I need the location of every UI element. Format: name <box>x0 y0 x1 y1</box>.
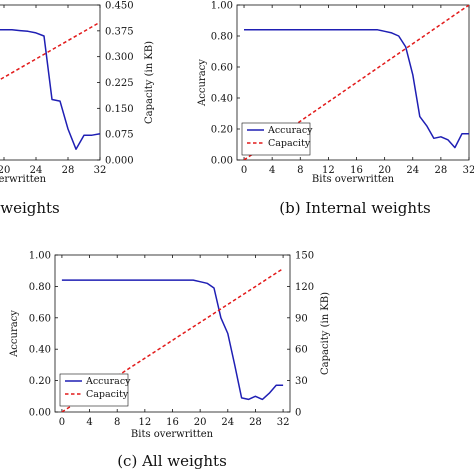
chart-caption: (c) All weights <box>117 452 227 470</box>
y-right-tick-label: 150 <box>295 251 314 262</box>
x-axis-label: Bits overwritten <box>131 429 214 440</box>
y-right-tick-label: 60 <box>295 345 308 356</box>
chart-caption: (b) Internal weights <box>279 199 430 217</box>
y-tick-label: 0.00 <box>211 156 233 167</box>
x-tick-label: 12 <box>138 417 151 428</box>
chart-2: 0 4 8 12 16 20 24 28 32 0.00 0.20 0.40 0.60 0.80 1.00 B… <box>197 1 474 218</box>
x-tick-label: 32 <box>277 417 290 428</box>
plot-area <box>243 5 469 160</box>
x-tick-label: 0 <box>59 417 65 428</box>
x-axis-label: Bits overwritten <box>0 174 47 185</box>
y-tick-label: 0.40 <box>211 94 233 105</box>
x-tick-label: 24 <box>30 165 43 176</box>
x-tick-label: 4 <box>269 165 275 176</box>
legend-label-accuracy: Accuracy <box>85 376 131 387</box>
legend-box <box>59 373 129 407</box>
y-right-tick-label: 0.225 <box>105 78 134 89</box>
y-right-tick-label: 30 <box>295 376 308 387</box>
y-axis-label-right: Capacity (in KB) <box>144 41 155 124</box>
x-tick-label: 16 <box>166 417 179 428</box>
y-tick-label: 0.40 <box>29 345 51 356</box>
x-tick-label: 28 <box>249 417 262 428</box>
legend-label-capacity: Capacity <box>86 389 129 400</box>
chart-3: 0 4 8 12 16 20 24 28 32 0.00 0.20 0.40 0.60 0.80 1.00 0… <box>9 251 331 471</box>
y-right-tick-label: 120 <box>295 282 314 293</box>
x-tick-label: 32 <box>94 165 107 176</box>
y-right-tick-label: 90 <box>295 313 308 324</box>
x-tick-label: 20 <box>378 165 391 176</box>
series-line-accuracy <box>0 29 100 150</box>
y-right-tick-label: 0.450 <box>105 1 134 12</box>
series-line-capacity <box>0 21 100 81</box>
series-line-accuracy <box>61 279 284 401</box>
y-right-tick-label: 0 <box>295 408 301 419</box>
x-tick-label: 32 <box>463 165 474 176</box>
y-tick-label: 0.80 <box>29 282 51 293</box>
x-axis-label: Bits overwritten <box>312 174 395 185</box>
chart-1: 20 24 28 320.000 0.075 0.150 0.225 0.300 0.375 0.… <box>0 1 155 217</box>
y-axis-label-right: Capacity (in KB) <box>320 292 331 375</box>
legend: Accuracy Capacity <box>59 373 131 407</box>
x-tick-label: 8 <box>297 165 303 176</box>
y-tick-label: 0.20 <box>29 376 51 387</box>
plot-area <box>0 21 100 150</box>
x-tick-label: 28 <box>62 165 75 176</box>
x-tick-label: 8 <box>114 417 120 428</box>
y-tick-label: 1.00 <box>29 251 51 262</box>
legend: Accuracy Capacity <box>241 122 313 156</box>
series-line-accuracy <box>244 29 469 149</box>
y-right-tick-label: 0.000 <box>105 156 134 167</box>
y-axis-label-left: Accuracy <box>197 59 208 107</box>
y-tick-label: 1.00 <box>211 1 233 12</box>
y-right-tick-label: 0.075 <box>105 130 134 141</box>
y-axis-label-left: Accuracy <box>9 310 20 358</box>
x-tick-label: 16 <box>350 165 363 176</box>
legend-label-capacity: Capacity <box>268 138 311 149</box>
x-tick-label: 0 <box>241 165 247 176</box>
y-right-tick-label: 0.375 <box>105 26 134 37</box>
y-tick-label: 0.80 <box>211 32 233 43</box>
x-tick-label: 12 <box>322 165 335 176</box>
y-tick-label: 0.60 <box>29 313 51 324</box>
x-tick-label: 28 <box>435 165 448 176</box>
y-tick-label: 0.20 <box>211 125 233 136</box>
y-right-tick-label: 0.300 <box>105 52 134 63</box>
plot-frame <box>236 4 470 161</box>
y-tick-label: 0.00 <box>29 408 51 419</box>
x-tick-label: 20 <box>0 165 10 176</box>
y-right-tick-label: 0.150 <box>105 104 134 115</box>
y-tick-label: 0.60 <box>211 63 233 74</box>
legend-box <box>241 122 311 156</box>
chart-caption: weights <box>0 199 60 217</box>
x-tick-label: 20 <box>194 417 207 428</box>
x-tick-label: 4 <box>86 417 92 428</box>
x-tick-label: 24 <box>221 417 234 428</box>
legend-label-accuracy: Accuracy <box>267 125 313 136</box>
x-tick-label: 24 <box>406 165 419 176</box>
